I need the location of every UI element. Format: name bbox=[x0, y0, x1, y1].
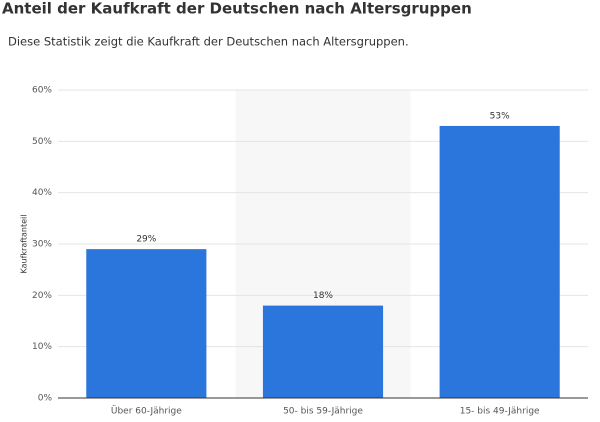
y-tick-label: 60% bbox=[32, 86, 52, 96]
value-label: 18% bbox=[313, 291, 333, 301]
bar bbox=[439, 125, 560, 398]
y-tick-label: 50% bbox=[32, 137, 52, 147]
y-tick-label: 30% bbox=[32, 240, 52, 250]
x-tick-label: 15- bis 49-Jährige bbox=[460, 407, 540, 417]
value-label: 29% bbox=[136, 235, 156, 245]
value-label: 53% bbox=[490, 111, 510, 121]
chart-title: Anteil der Kaufkraft der Deutschen nach … bbox=[2, 0, 472, 18]
y-tick-label: 20% bbox=[32, 291, 52, 301]
y-tick-label: 40% bbox=[32, 188, 52, 198]
y-tick-label: 0% bbox=[38, 394, 53, 404]
bar bbox=[262, 305, 384, 398]
y-tick-label: 10% bbox=[32, 342, 52, 352]
x-tick-label: 50- bis 59-Jährige bbox=[283, 407, 363, 417]
x-tick-label: Über 60-Jährige bbox=[111, 406, 182, 417]
y-axis-label: Kaufkraftanteil bbox=[20, 214, 29, 273]
bar bbox=[86, 249, 207, 398]
chart-subtitle: Diese Statistik zeigt die Kaufkraft der … bbox=[8, 35, 409, 49]
